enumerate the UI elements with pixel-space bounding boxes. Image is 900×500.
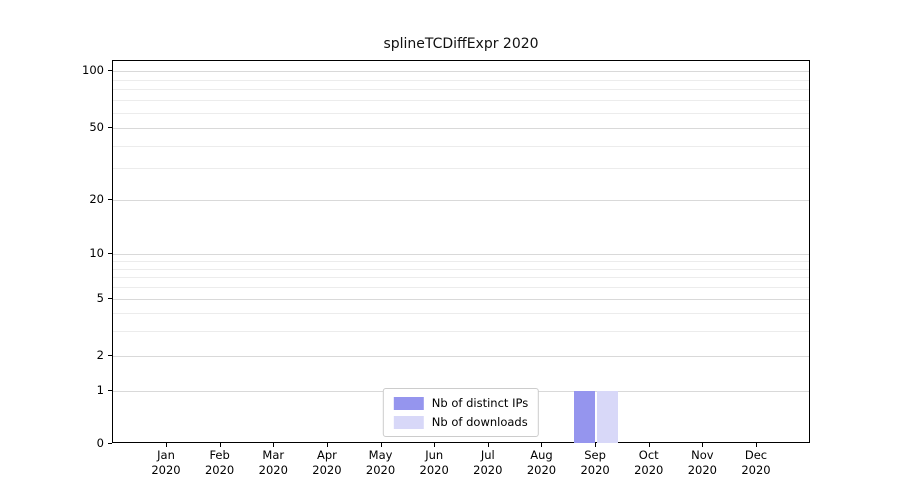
minor-gridline: [113, 100, 809, 102]
x-tick-mark: [541, 443, 543, 447]
y-tick-mark: [108, 354, 112, 356]
x-tick-mark: [756, 443, 757, 447]
x-tick-label: May 2020: [365, 448, 396, 477]
y-tick-label: 50: [89, 120, 104, 135]
y-tick-label: 10: [89, 246, 104, 261]
x-tick-mark: [434, 443, 436, 447]
y-tick-label: 20: [89, 192, 104, 207]
y-tick-mark: [108, 69, 112, 71]
x-tick-mark: [166, 443, 167, 447]
minor-gridline: [113, 330, 809, 332]
x-tick-mark: [326, 443, 328, 447]
x-tick-label: Nov 2020: [687, 448, 717, 477]
x-tick-mark: [380, 443, 382, 447]
y-tick-mark: [108, 390, 112, 392]
x-tick-label: Mar 2020: [258, 448, 288, 477]
y-tick-label: 1: [96, 383, 104, 398]
legend-item-distinct-ips: Nb of distinct IPs: [393, 396, 529, 410]
legend: Nb of distinct IPs Nb of downloads: [382, 388, 540, 437]
x-tick-mark: [702, 443, 704, 447]
legend-swatch-downloads-icon: [393, 415, 424, 429]
x-tick-label: Dec 2020: [741, 448, 771, 477]
x-tick-mark: [219, 443, 221, 447]
y-tick-label: 100: [82, 62, 104, 77]
x-tick-label: Aug 2020: [526, 448, 557, 477]
major-gridline: [113, 254, 809, 255]
y-tick-label: 2: [96, 347, 104, 362]
y-tick-mark: [108, 443, 112, 444]
minor-gridline: [113, 287, 809, 289]
major-gridline: [113, 71, 809, 72]
x-tick-mark: [273, 443, 275, 447]
bar-downloads: [597, 391, 619, 443]
x-tick-label: Feb 2020: [204, 448, 235, 477]
x-tick-label: Apr 2020: [312, 448, 342, 477]
legend-label-downloads: Nb of downloads: [431, 415, 528, 429]
minor-gridline: [113, 260, 809, 262]
major-gridline: [113, 298, 809, 300]
minor-gridline: [113, 168, 809, 170]
x-tick-label: Jun 2020: [419, 448, 449, 477]
minor-gridline: [113, 145, 809, 147]
minor-gridline: [113, 277, 809, 279]
minor-gridline: [113, 268, 809, 270]
plot-area: Nb of distinct IPs Nb of downloads: [112, 60, 810, 443]
minor-gridline: [113, 312, 809, 314]
legend-swatch-distinct-ips-icon: [393, 396, 424, 410]
y-tick-mark: [108, 127, 112, 129]
legend-label-distinct-ips: Nb of distinct IPs: [431, 396, 529, 410]
x-tick-mark: [648, 443, 650, 447]
x-tick-label: Jul 2020: [473, 448, 503, 477]
major-gridline: [113, 128, 809, 129]
x-tick-label: Jan 2020: [151, 448, 181, 477]
x-tick-mark: [487, 443, 489, 447]
x-tick-label: Oct 2020: [634, 448, 664, 477]
x-tick-mark: [595, 443, 597, 447]
y-tick-mark: [108, 199, 112, 201]
major-gridline: [113, 200, 809, 201]
bar-layer: [113, 61, 809, 443]
minor-gridline: [113, 113, 809, 114]
x-tick-label: Sep 2020: [580, 448, 610, 477]
y-tick-label: 5: [96, 290, 104, 305]
minor-gridline: [113, 89, 809, 91]
y-tick-mark: [108, 297, 112, 299]
chart-title: splineTCDiffExpr 2020: [383, 36, 539, 52]
major-gridline: [113, 355, 809, 357]
bar-distinct-ips: [574, 391, 596, 443]
y-tick-mark: [108, 253, 112, 255]
y-tick-label: 0: [96, 436, 104, 450]
legend-item-downloads: Nb of downloads: [393, 415, 528, 429]
minor-gridline: [113, 79, 809, 81]
